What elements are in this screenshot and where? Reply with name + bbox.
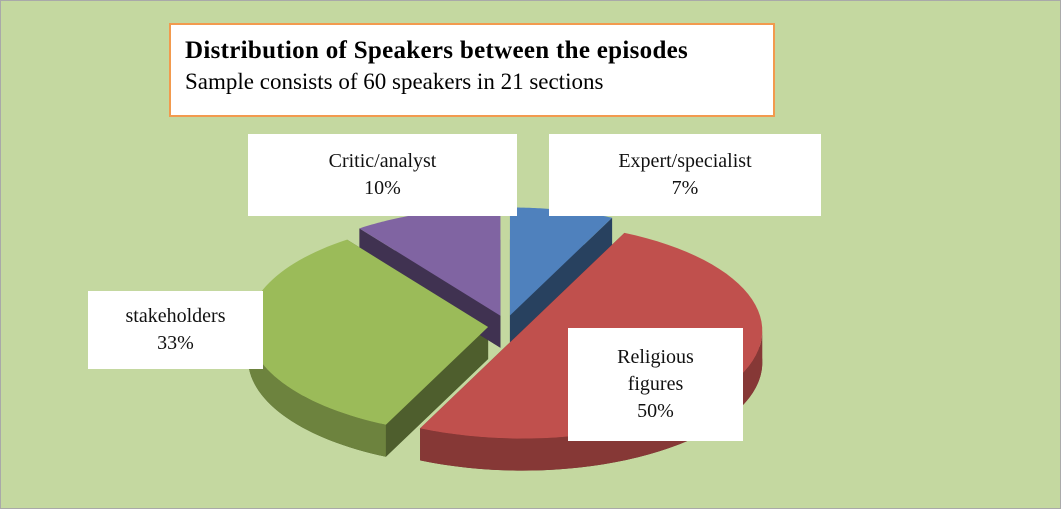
label-value: 50%: [637, 400, 674, 422]
label-value: 33%: [157, 332, 194, 354]
data-label: Religious figures 50%: [568, 328, 743, 441]
title-box: Distribution of Speakers between the epi…: [169, 23, 775, 117]
data-label: stakeholders 33%: [88, 291, 263, 369]
chart-subtitle: Sample consists of 60 speakers in 21 sec…: [185, 69, 604, 94]
label-value: 7%: [671, 177, 699, 199]
label-name: Expert/specialist: [618, 150, 752, 172]
chart-title: Distribution of Speakers between the epi…: [185, 37, 689, 64]
slice: [359, 207, 501, 316]
data-label: Critic/analyst 10%: [248, 134, 517, 216]
label-value: 10%: [364, 177, 401, 199]
label-name: stakeholders: [125, 305, 226, 327]
slice: [248, 239, 489, 425]
label-name: Critic/analyst: [328, 150, 437, 172]
slice-side: [248, 327, 386, 457]
slice-wall: [385, 327, 489, 457]
slice: [509, 207, 613, 316]
data-label: Expert/specialist 7%: [549, 134, 821, 216]
label-name: Religious figures: [617, 346, 694, 395]
slice-wall: [509, 217, 613, 348]
